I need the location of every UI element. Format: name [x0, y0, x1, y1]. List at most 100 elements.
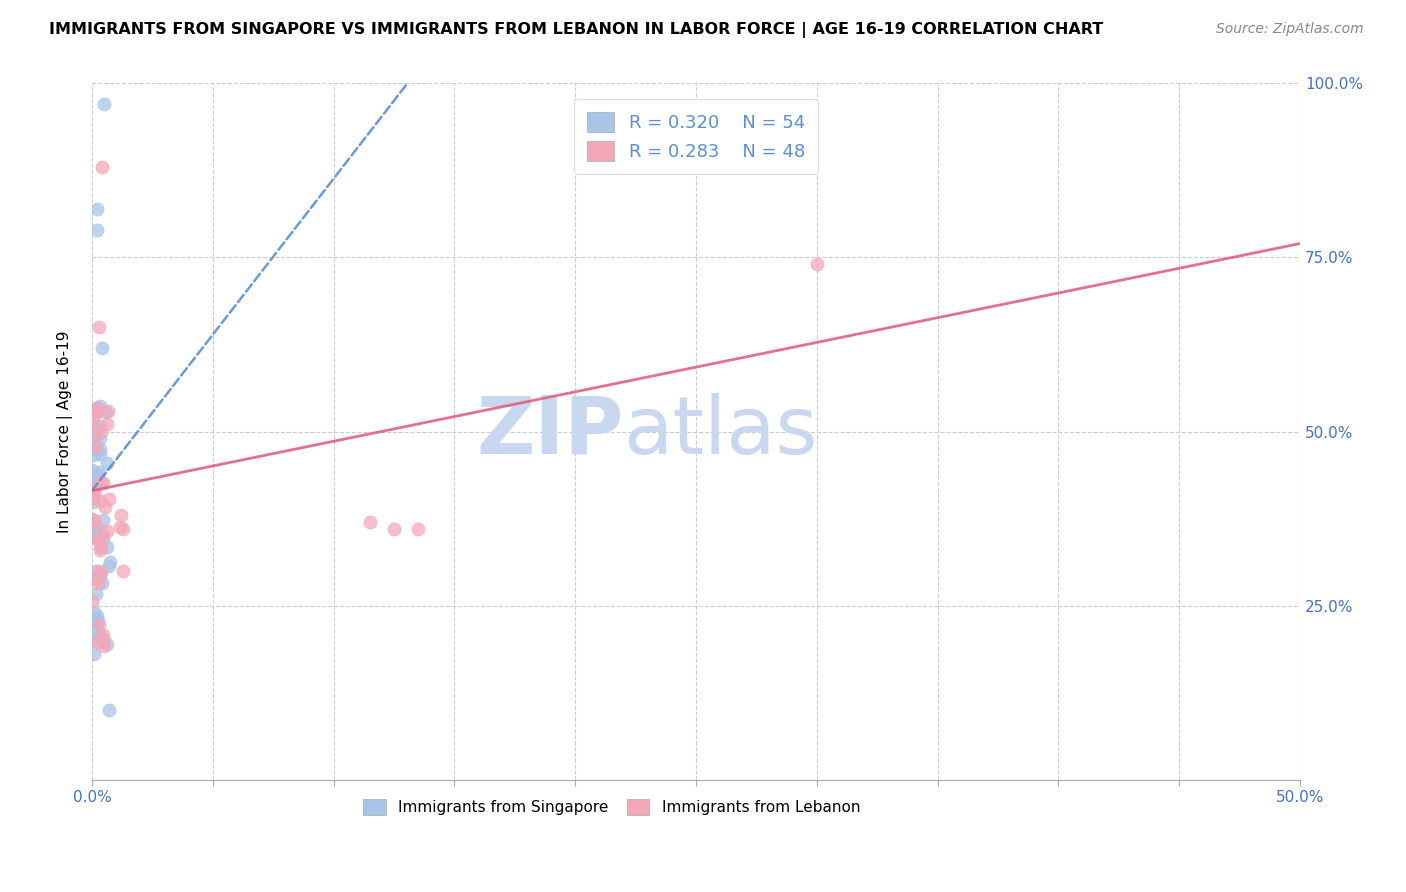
- Point: [406, 522, 429, 536]
- Point: [90, 160, 112, 174]
- Point: [86, 401, 108, 416]
- Point: [86, 635, 108, 649]
- Point: [86, 533, 108, 547]
- Point: [97, 404, 120, 418]
- Point: [82, 593, 104, 607]
- Text: ZIP: ZIP: [477, 392, 623, 470]
- Point: [97, 491, 120, 506]
- Point: [89, 442, 111, 456]
- Point: [87, 567, 110, 582]
- Point: [83, 647, 105, 661]
- Point: [80, 512, 103, 526]
- Point: [83, 512, 105, 526]
- Point: [112, 522, 135, 536]
- Point: [83, 426, 105, 441]
- Point: [84, 524, 107, 539]
- Point: [89, 447, 111, 461]
- Point: [91, 475, 114, 490]
- Point: [86, 528, 108, 542]
- Point: [84, 488, 107, 502]
- Point: [90, 475, 112, 489]
- Point: [90, 540, 112, 554]
- Point: [112, 564, 135, 578]
- Point: [86, 222, 108, 236]
- Point: [91, 633, 114, 648]
- Point: [83, 409, 105, 424]
- Point: [84, 587, 107, 601]
- Point: [96, 541, 118, 555]
- Point: [91, 528, 114, 542]
- Point: [806, 257, 828, 271]
- Point: [96, 524, 118, 538]
- Point: [89, 399, 111, 413]
- Point: [82, 418, 104, 433]
- Point: [89, 465, 111, 479]
- Point: [90, 565, 112, 579]
- Point: [87, 564, 110, 578]
- Point: [82, 474, 104, 488]
- Point: [86, 614, 108, 628]
- Point: [89, 618, 111, 632]
- Point: [86, 609, 108, 624]
- Point: [82, 483, 104, 497]
- Point: [89, 320, 111, 334]
- Point: [86, 564, 108, 578]
- Point: [86, 529, 108, 543]
- Point: [86, 572, 108, 586]
- Point: [96, 417, 118, 431]
- Point: [83, 516, 105, 531]
- Point: [98, 555, 121, 569]
- Point: [84, 404, 107, 418]
- Point: [91, 513, 114, 527]
- Point: [89, 567, 111, 582]
- Point: [93, 640, 115, 654]
- Point: [90, 576, 112, 591]
- Point: [84, 525, 107, 540]
- Point: [82, 482, 104, 496]
- Point: [83, 422, 105, 436]
- Point: [90, 341, 112, 355]
- Point: [96, 456, 118, 470]
- Point: [86, 405, 108, 419]
- Point: [86, 522, 108, 536]
- Point: [89, 431, 111, 445]
- Point: [91, 628, 114, 642]
- Point: [82, 442, 104, 457]
- Point: [98, 558, 121, 573]
- Point: [97, 703, 120, 717]
- Point: [96, 637, 118, 651]
- Point: [87, 630, 110, 644]
- Point: [90, 541, 112, 555]
- Text: atlas: atlas: [623, 392, 818, 470]
- Point: [91, 532, 114, 546]
- Point: [382, 522, 405, 536]
- Point: [87, 575, 110, 590]
- Point: [83, 612, 105, 626]
- Point: [83, 605, 105, 619]
- Point: [86, 401, 108, 415]
- Point: [89, 542, 111, 557]
- Point: [80, 403, 103, 417]
- Y-axis label: In Labor Force | Age 16-19: In Labor Force | Age 16-19: [58, 330, 73, 533]
- Point: [110, 508, 132, 522]
- Point: [83, 441, 105, 455]
- Point: [83, 633, 105, 648]
- Point: [108, 520, 131, 534]
- Point: [87, 477, 110, 491]
- Point: [82, 491, 104, 506]
- Point: [87, 533, 110, 547]
- Point: [86, 467, 108, 482]
- Point: [359, 515, 381, 529]
- Point: [93, 500, 115, 514]
- Point: [89, 494, 111, 508]
- Text: Source: ZipAtlas.com: Source: ZipAtlas.com: [1216, 22, 1364, 37]
- Point: [94, 405, 117, 419]
- Point: [86, 202, 108, 216]
- Point: [83, 448, 105, 462]
- Point: [84, 440, 107, 454]
- Point: [86, 471, 108, 485]
- Point: [93, 97, 115, 112]
- Legend: Immigrants from Singapore, Immigrants from Lebanon: Immigrants from Singapore, Immigrants fr…: [353, 789, 869, 824]
- Point: [84, 429, 107, 443]
- Point: [82, 462, 104, 476]
